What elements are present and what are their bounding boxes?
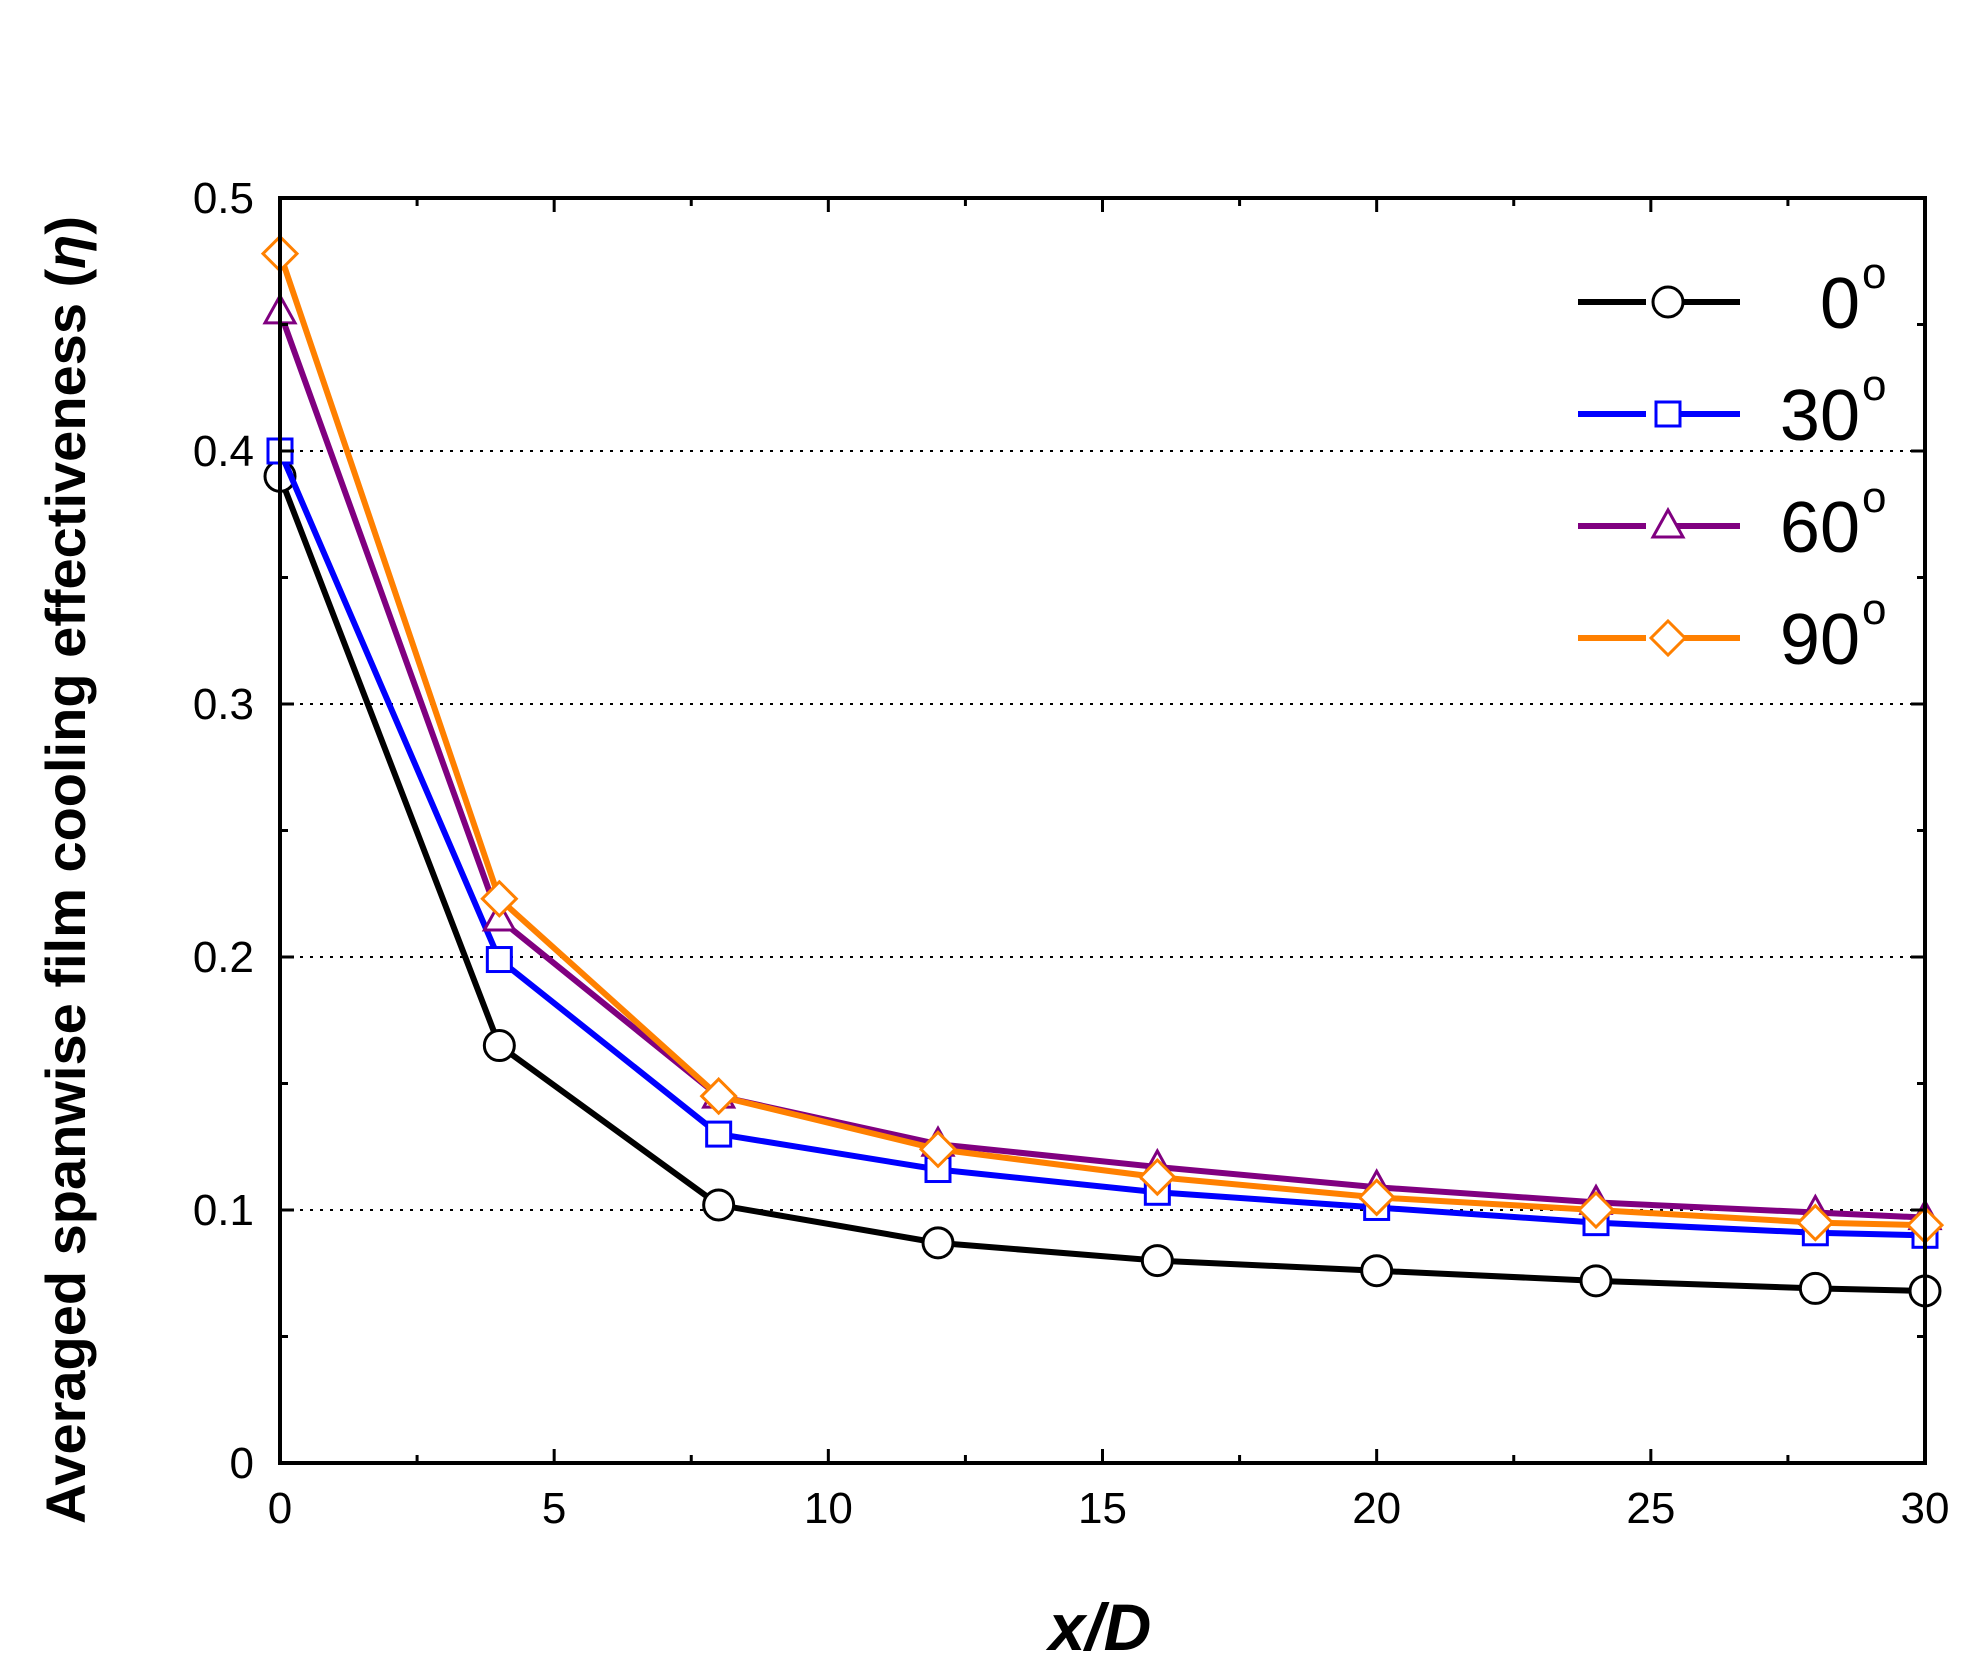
legend-marker bbox=[1648, 618, 1688, 658]
data-point bbox=[699, 1077, 738, 1116]
data-point bbox=[1796, 1203, 1835, 1242]
legend-label: 0 bbox=[1820, 264, 1860, 344]
series-line bbox=[277, 449, 1926, 1239]
plot-frame bbox=[278, 196, 1927, 1465]
data-point bbox=[1579, 1264, 1613, 1298]
y-tick-label: 0.2 bbox=[193, 933, 254, 982]
data-point bbox=[1576, 1190, 1616, 1230]
x-tick-label: 10 bbox=[804, 1484, 853, 1533]
y-tick-label: 0.5 bbox=[193, 174, 254, 223]
x-axis-title: x/D bbox=[1046, 1590, 1152, 1664]
x-tick-label: 15 bbox=[1078, 1484, 1127, 1533]
x-tick-label: 25 bbox=[1626, 1484, 1675, 1533]
legend-entry: 30 o bbox=[1578, 361, 1886, 456]
data-point bbox=[1357, 1178, 1396, 1217]
data-point bbox=[918, 1130, 958, 1169]
data-point bbox=[1138, 1157, 1177, 1197]
legend-marker bbox=[1651, 285, 1685, 319]
series-line bbox=[277, 310, 1926, 1221]
y-axis-title-text: Averaged spanwise film cooling effective… bbox=[34, 303, 97, 1524]
data-point bbox=[1798, 1271, 1832, 1305]
data-point bbox=[485, 946, 513, 974]
series-line bbox=[277, 252, 1926, 1229]
legend-degree-sup: o bbox=[1862, 249, 1886, 298]
x-tick-label: 0 bbox=[268, 1484, 292, 1533]
legend-entry: 90 o bbox=[1578, 585, 1886, 680]
data-series bbox=[260, 234, 1945, 1308]
legend: 0 o30 o60 o90 o bbox=[1578, 249, 1886, 680]
data-point bbox=[705, 1120, 733, 1148]
legend-label: 30 bbox=[1780, 376, 1860, 456]
legend-marker bbox=[1650, 506, 1686, 539]
data-point bbox=[480, 879, 519, 918]
series-30 bbox=[266, 437, 1939, 1249]
y-axis-title-symbol: η bbox=[34, 235, 97, 269]
legend-label: 90 bbox=[1780, 600, 1860, 680]
data-point bbox=[1140, 1244, 1174, 1278]
y-tick-labels: 0 0.1 0.2 0.3 0.4 0.5 bbox=[193, 174, 254, 1488]
legend-degree-sup: o bbox=[1862, 361, 1886, 410]
x-tick-label: 30 bbox=[1901, 1484, 1950, 1533]
series-0 bbox=[263, 459, 1942, 1308]
legend-degree-sup: o bbox=[1862, 473, 1886, 522]
series-90 bbox=[260, 234, 1945, 1245]
x-tick-label: 5 bbox=[542, 1484, 566, 1533]
series-60 bbox=[262, 292, 1943, 1231]
x-tick-labels: 0 5 10 15 20 25 30 bbox=[268, 1484, 1950, 1533]
legend-entry: 60 o bbox=[1578, 473, 1886, 568]
axis-ticks bbox=[278, 196, 1927, 1465]
data-point bbox=[702, 1188, 736, 1222]
gridlines bbox=[280, 450, 1925, 1211]
legend-marker bbox=[1654, 400, 1682, 428]
x-tick-label: 20 bbox=[1352, 1484, 1401, 1533]
y-tick-label: 0 bbox=[230, 1439, 254, 1488]
y-tick-label: 0.4 bbox=[193, 427, 254, 476]
data-point bbox=[924, 1156, 952, 1184]
legend-label: 60 bbox=[1780, 488, 1860, 568]
data-point bbox=[921, 1226, 955, 1260]
data-point bbox=[482, 1029, 516, 1063]
y-axis-title: Averaged spanwise film cooling effective… bbox=[34, 216, 97, 1524]
data-point bbox=[1360, 1254, 1394, 1288]
y-tick-label: 0.3 bbox=[193, 680, 254, 729]
y-tick-label: 0.1 bbox=[193, 1186, 254, 1235]
legend-degree-sup: o bbox=[1862, 585, 1886, 634]
